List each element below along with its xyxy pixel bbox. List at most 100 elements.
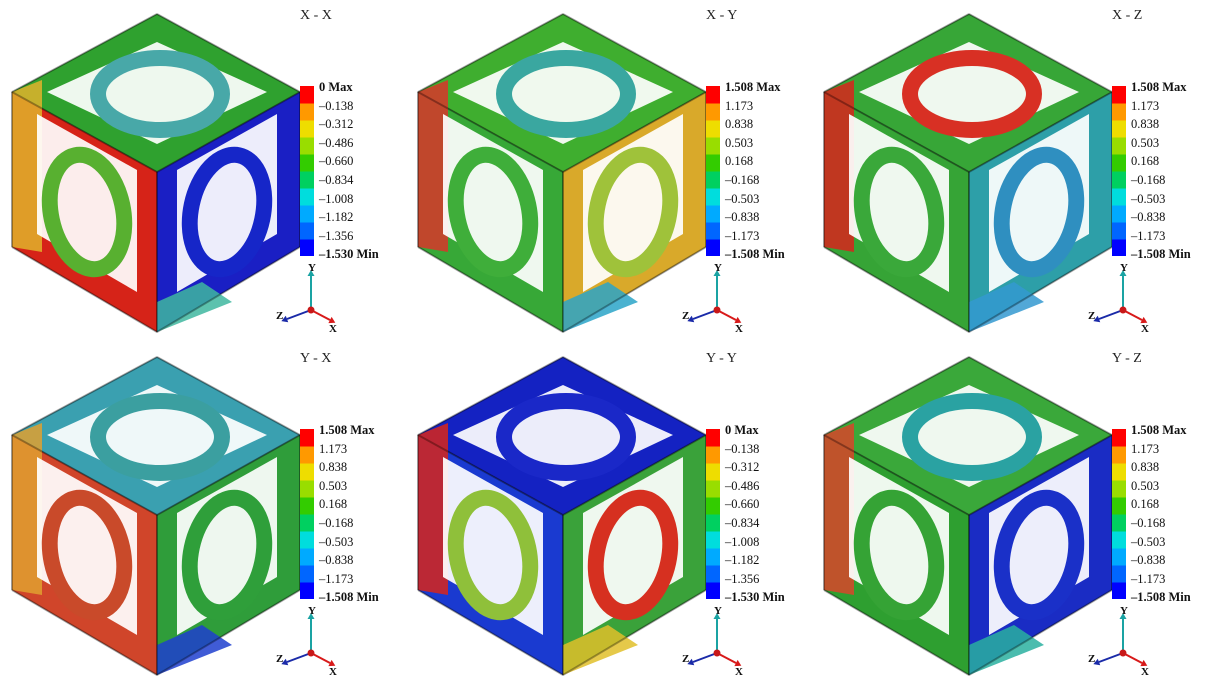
cube-edge (968, 356, 1113, 436)
cube-edge (417, 246, 564, 333)
colorbar-segment (1112, 480, 1126, 498)
left-ring (41, 146, 133, 278)
cube-edge (417, 589, 564, 676)
strut-accent (157, 625, 232, 675)
colorbar-segment (1112, 463, 1126, 481)
x-axis-arrow (310, 652, 331, 664)
legend-label: –0.503 (1131, 534, 1166, 549)
y-axis-arrow-head (1119, 613, 1127, 619)
colorbar-segment (706, 548, 720, 566)
legend-label: –1.356 (725, 571, 760, 586)
color-legend: 1.508 Max 1.173 0.838 0.503 0.168 –0.168 –0.50… (1112, 424, 1208, 609)
colorbar-segment (1112, 188, 1126, 206)
strut-accent (12, 423, 42, 595)
color-legend: 1.508 Max 1.173 0.838 0.503 0.168 –0.168 –0.50… (706, 81, 806, 266)
cube-edge (968, 589, 1113, 676)
color-legend: 1.508 Max 1.173 0.838 0.503 0.168 –0.168 –0.50… (1112, 81, 1208, 266)
legend-label: 1.173 (1131, 441, 1160, 456)
legend-label: –0.138 (319, 98, 354, 113)
cube-edge (968, 246, 1113, 333)
legend-label: –0.312 (319, 117, 354, 132)
axis-origin (713, 306, 721, 314)
z-axis-arrow (286, 309, 312, 320)
z-axis-arrow-head (281, 315, 289, 323)
colorbar-segment (300, 137, 314, 155)
cube-edge (11, 246, 158, 333)
colorbar-segment (300, 171, 314, 189)
legend-label: –1.182 (725, 553, 760, 568)
x-axis-arrow-head (328, 659, 336, 667)
legend-label: –0.660 (725, 497, 760, 512)
cube-edge (156, 356, 301, 436)
colorbar-segment (300, 497, 314, 515)
z-axis-label: Z (682, 653, 689, 665)
colorbar-segment (706, 86, 720, 104)
colorbar-segment (706, 154, 720, 172)
cube-edge (968, 13, 1113, 93)
cube-edge (823, 589, 970, 676)
colorbar-segment (706, 222, 720, 240)
cube-edge (417, 356, 564, 436)
colorbar-segment (1112, 205, 1126, 223)
z-axis-label: Z (1088, 653, 1095, 665)
strut-accent (969, 282, 1044, 332)
x-axis-arrow-head (1140, 316, 1148, 324)
x-axis-arrow-head (734, 316, 742, 324)
x-axis-label: X (1141, 666, 1149, 677)
axis-origin (1119, 306, 1127, 314)
top-ring (496, 50, 636, 138)
colorbar-segment (300, 103, 314, 121)
colorbar (706, 86, 720, 256)
colorbar (706, 429, 720, 599)
strut-accent (12, 80, 42, 252)
colorbar-segment (706, 188, 720, 206)
cube-edge (417, 91, 564, 173)
cube-edge (156, 13, 301, 93)
colorbar-segment (706, 480, 720, 498)
legend-label: 0.503 (1131, 478, 1160, 493)
legend-label: 0.503 (1131, 135, 1160, 150)
legend-label: –0.503 (319, 534, 354, 549)
colorbar-segment (1112, 239, 1126, 256)
legend-label: –0.168 (319, 516, 354, 530)
colorbar-segment (706, 514, 720, 532)
colorbar-segment (706, 429, 720, 447)
legend-label: 0.168 (319, 497, 348, 512)
colorbar-segment (706, 205, 720, 223)
panel-title: Y - X (300, 351, 332, 366)
cube-edge (417, 434, 564, 516)
strut-accent (563, 625, 638, 675)
right-ring (587, 489, 679, 621)
legend-label: 0.503 (319, 478, 348, 493)
colorbar-segment (1112, 154, 1126, 172)
colorbar-segment (300, 86, 314, 104)
legend-label: 1.173 (1131, 98, 1160, 113)
legend-label: 0.838 (725, 117, 754, 132)
colorbar (300, 429, 314, 599)
lattice-cube (10, 13, 302, 333)
colorbar-segment (300, 154, 314, 172)
colorbar-segment (300, 514, 314, 532)
colorbar-segment (1112, 548, 1126, 566)
axis-triad: Y Z X (276, 605, 337, 677)
strut-accent (969, 625, 1044, 675)
legend-label: –1.530 Min (725, 590, 785, 605)
legend-label: 1.173 (319, 441, 348, 456)
legend-label: –1.173 (1131, 571, 1166, 586)
legend-label: –1.356 (319, 228, 354, 243)
z-axis-label: Z (276, 653, 283, 665)
z-axis-arrow (692, 309, 718, 320)
colorbar-segment (1112, 222, 1126, 240)
panel-title: Y - Z (1112, 351, 1142, 366)
y-axis-arrow-head (713, 270, 721, 276)
z-axis-arrow (1098, 309, 1124, 320)
cube-edge (11, 356, 158, 436)
axis-triad: Y Z X (1088, 262, 1149, 334)
colorbar-segment (706, 497, 720, 515)
z-axis-label: Z (1088, 310, 1095, 322)
legend-label: 1.508 Max (725, 80, 781, 94)
top-ring (90, 50, 230, 138)
lattice-cube (822, 356, 1114, 676)
z-axis-arrow-head (1093, 315, 1101, 323)
cube-edge (156, 91, 301, 173)
